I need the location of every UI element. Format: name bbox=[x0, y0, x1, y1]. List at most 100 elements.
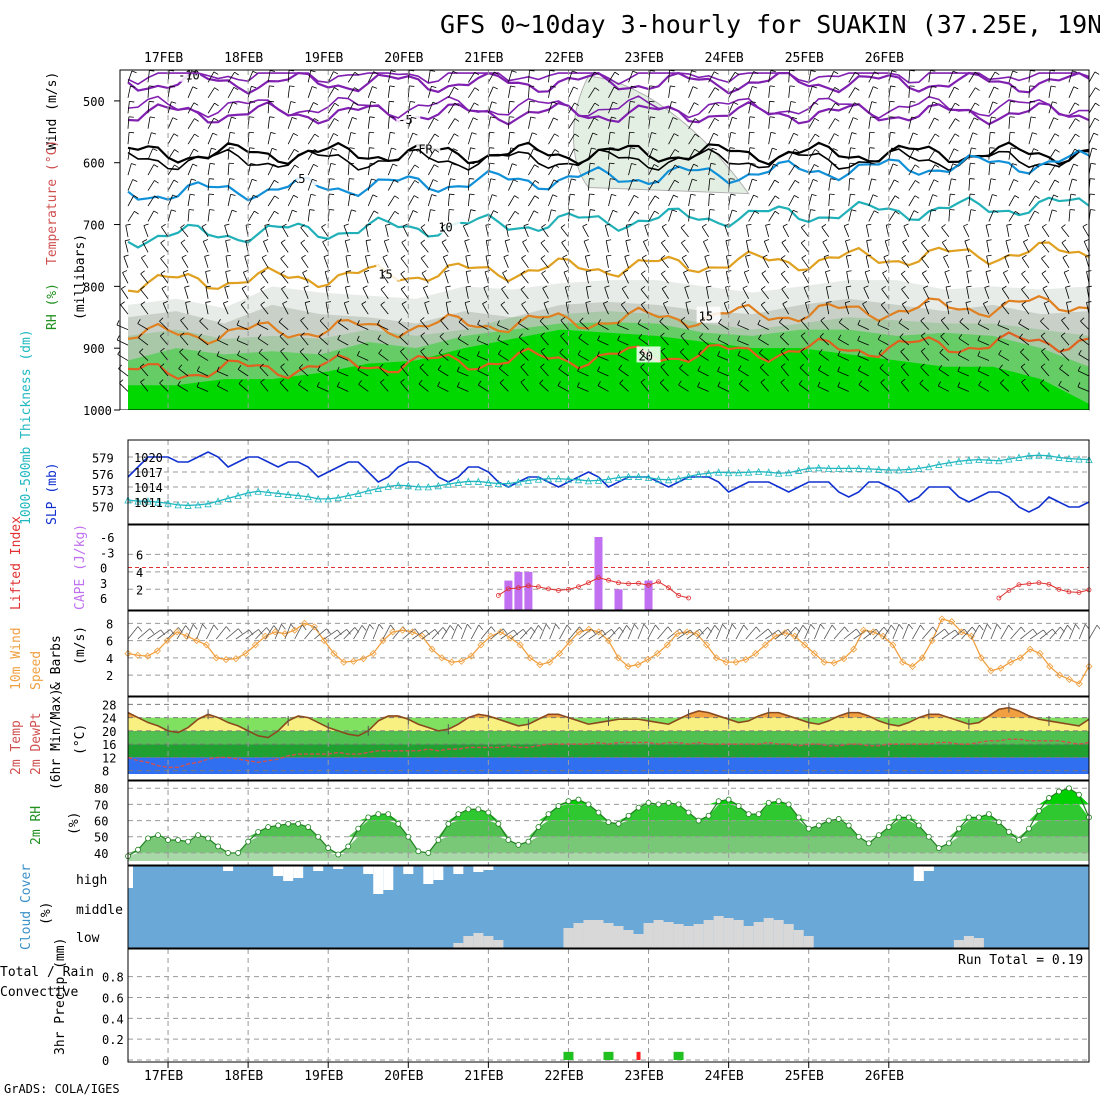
wind-barb bbox=[781, 242, 790, 253]
wind-barb bbox=[968, 71, 976, 83]
wind-barb-flag bbox=[760, 286, 766, 290]
rh2m-marker bbox=[915, 822, 922, 829]
wind-barb bbox=[688, 102, 695, 114]
wind-barb-flag bbox=[993, 86, 999, 90]
thickness-marker bbox=[474, 477, 483, 485]
thickness-marker bbox=[434, 481, 442, 490]
wind-barb-flag bbox=[503, 254, 509, 258]
wind-barb-flag bbox=[730, 193, 736, 196]
wind-barb-flag bbox=[160, 239, 165, 244]
wind-barb bbox=[548, 164, 556, 176]
wind-barb-flag bbox=[532, 132, 537, 135]
wind-barb bbox=[427, 194, 433, 207]
wind-barb bbox=[857, 340, 869, 346]
wind-barb-flag bbox=[329, 209, 335, 211]
wind-barb-flag bbox=[430, 209, 436, 212]
wind-barb bbox=[167, 133, 175, 145]
wind-barb-flag bbox=[878, 349, 883, 354]
wind-barb bbox=[540, 366, 549, 377]
wind10m-barb bbox=[617, 625, 627, 640]
wind-barb bbox=[282, 303, 289, 315]
wind-barb bbox=[317, 369, 329, 377]
wind-barb bbox=[467, 147, 471, 160]
wind-barb-flag bbox=[477, 366, 481, 371]
wind-barb-flag bbox=[901, 285, 906, 290]
wind-barb-flag bbox=[433, 117, 439, 122]
wind-barb-flag bbox=[934, 133, 940, 137]
wind-barb bbox=[588, 163, 591, 176]
wind-barb bbox=[808, 133, 816, 145]
wind-barb bbox=[943, 256, 950, 268]
wind-barb-flag bbox=[1061, 224, 1066, 228]
wind-barb bbox=[648, 164, 655, 176]
wind-barb-flag bbox=[269, 85, 275, 87]
wind-barb-flag bbox=[321, 223, 326, 228]
wind-barb bbox=[739, 383, 749, 392]
wind-barb bbox=[548, 85, 552, 98]
wind-barb-flag bbox=[585, 254, 591, 257]
wind-barb-flag bbox=[641, 301, 646, 305]
wind-barb bbox=[584, 256, 589, 268]
contour-label-bg bbox=[636, 346, 661, 363]
thickness-marker bbox=[935, 460, 943, 468]
wind-barb-flag bbox=[624, 254, 630, 257]
wind-barb bbox=[968, 117, 975, 129]
wind-barb bbox=[828, 102, 836, 114]
wind-barb bbox=[868, 178, 872, 191]
wind-barb-flag bbox=[1074, 148, 1080, 152]
wind-barb bbox=[998, 354, 1010, 361]
wind-barb bbox=[300, 335, 309, 346]
wind-barb bbox=[323, 256, 329, 268]
wind-barb-flag bbox=[834, 102, 840, 107]
wind-barb-flag bbox=[1003, 270, 1009, 273]
wind-barb bbox=[568, 148, 575, 160]
wind-barb-flag bbox=[499, 379, 505, 384]
wind-barb-flag bbox=[432, 179, 438, 183]
wind10m-barb bbox=[696, 626, 708, 640]
precip-convective-bar bbox=[636, 1051, 641, 1060]
wind10m-barb-flag bbox=[626, 625, 631, 631]
wind-barb-flag bbox=[915, 180, 920, 184]
wind-barb-flag bbox=[196, 382, 200, 388]
wind-barb bbox=[1077, 370, 1090, 377]
temp2m-tick: 12 bbox=[102, 751, 116, 765]
date-label-top: 21FEB bbox=[464, 51, 503, 66]
wind-barb bbox=[782, 226, 790, 238]
wind-barb-flag bbox=[372, 86, 378, 89]
wind-barb bbox=[357, 355, 369, 361]
thickness-marker bbox=[875, 465, 883, 473]
thickness-tick: 573 bbox=[92, 484, 114, 498]
wind10m-barb bbox=[186, 624, 194, 640]
wind-barb-flag bbox=[849, 162, 855, 165]
wind-barb-flag bbox=[812, 85, 818, 89]
wind10m-barb bbox=[892, 624, 900, 640]
wind-barb bbox=[440, 320, 449, 330]
wind-barb bbox=[362, 287, 369, 299]
lifted-index-tick: 0 bbox=[100, 562, 107, 576]
wind-barb-flag bbox=[618, 364, 623, 370]
rh2m-band bbox=[128, 836, 1089, 853]
wind-barb bbox=[484, 271, 489, 284]
wind-barb-flag bbox=[865, 270, 871, 273]
rh2m-marker bbox=[685, 809, 692, 816]
wind10m-marker bbox=[497, 628, 505, 636]
wind-barb bbox=[503, 256, 509, 268]
wind-barb bbox=[542, 288, 549, 299]
wind-barb bbox=[660, 273, 669, 284]
wind-barb bbox=[678, 384, 689, 392]
wind-barb bbox=[748, 86, 753, 98]
wind10m-barb bbox=[970, 624, 980, 640]
wind-barb-flag bbox=[192, 163, 198, 167]
wind-barb-flag bbox=[1041, 270, 1047, 274]
wind-barb bbox=[127, 116, 130, 129]
wind-barb bbox=[940, 336, 950, 346]
wind-barb bbox=[520, 366, 529, 377]
wind-barb-flag bbox=[333, 71, 339, 75]
wind-barb-flag bbox=[419, 363, 424, 368]
wind-barb bbox=[367, 194, 374, 207]
cloud-low-bar bbox=[663, 922, 674, 948]
wind10m-marker bbox=[144, 652, 152, 660]
wind-barb bbox=[880, 304, 890, 315]
thickness-slp-panel-frame bbox=[127, 439, 1090, 525]
wind-barb bbox=[848, 72, 856, 83]
